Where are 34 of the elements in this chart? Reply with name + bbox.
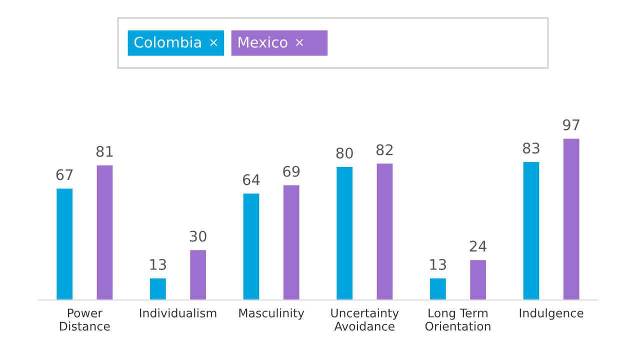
data-label: 67: [56, 169, 73, 180]
bar: [563, 138, 580, 300]
x-tick-label: Power Distance: [60, 308, 110, 331]
x-tick-label: Indulgence: [520, 308, 584, 320]
bar: [190, 250, 206, 300]
bar: [470, 260, 486, 300]
text: Colombia: [134, 36, 201, 48]
bar: [283, 185, 300, 300]
data-label: 24: [470, 240, 487, 252]
bar: [96, 165, 113, 300]
bar: [430, 278, 446, 300]
bar: [56, 188, 73, 300]
text: ×: [296, 39, 304, 46]
x-tick-label: Long Term Orientation: [425, 308, 490, 331]
data-label: 80: [336, 148, 353, 159]
data-label: 64: [243, 174, 260, 186]
bar: [376, 164, 393, 300]
data-label: 69: [283, 166, 300, 177]
x-tick-label: Individualism: [140, 308, 216, 318]
x-tick-label: Uncertainty Avoidance: [331, 308, 399, 331]
data-label: 13: [430, 258, 446, 270]
data-label: 30: [190, 230, 206, 242]
x-tick-label: Masculinity: [239, 308, 304, 320]
bar: [523, 162, 540, 300]
text: ×: [210, 39, 218, 46]
text: Mexico: [238, 36, 288, 48]
bar: [150, 278, 166, 300]
data-label: 97: [563, 119, 580, 130]
data-label: 81: [96, 146, 113, 157]
bar: [243, 194, 260, 300]
bar: [336, 166, 353, 300]
data-label: 83: [522, 142, 540, 154]
data-label: 13: [150, 258, 166, 270]
data-label: 82: [376, 144, 393, 156]
